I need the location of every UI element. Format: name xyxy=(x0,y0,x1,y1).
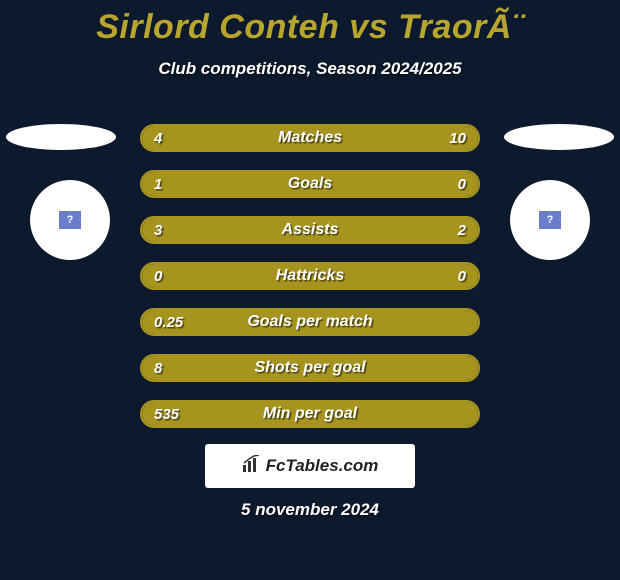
placeholder-icon xyxy=(59,211,81,229)
player-flag-left xyxy=(6,124,116,150)
date-label: 5 november 2024 xyxy=(0,500,620,520)
stat-value-left: 0.25 xyxy=(142,314,202,331)
brand-logo: FcTables.com xyxy=(205,444,415,488)
stat-value-left: 4 xyxy=(142,130,202,147)
stat-value-left: 3 xyxy=(142,222,202,239)
stat-value-left: 0 xyxy=(142,268,202,285)
chart-icon xyxy=(242,455,262,478)
stat-value-right: 0 xyxy=(418,268,478,285)
club-badge-right xyxy=(510,180,590,260)
placeholder-icon xyxy=(539,211,561,229)
stat-value-left: 1 xyxy=(142,176,202,193)
stat-label: Goals per match xyxy=(202,313,418,331)
stat-label: Shots per goal xyxy=(202,359,418,377)
stats-container: 4Matches101Goals03Assists20Hattricks00.2… xyxy=(140,124,480,446)
stat-label: Matches xyxy=(202,129,418,147)
stat-value-left: 535 xyxy=(142,406,202,423)
stat-row: 1Goals0 xyxy=(140,170,480,198)
stat-value-right: 2 xyxy=(418,222,478,239)
stat-label: Goals xyxy=(202,175,418,193)
player-flag-right xyxy=(504,124,614,150)
stat-row: 535Min per goal xyxy=(140,400,480,428)
stat-row: 0Hattricks0 xyxy=(140,262,480,290)
stat-row: 3Assists2 xyxy=(140,216,480,244)
stat-label: Assists xyxy=(202,221,418,239)
stat-label: Hattricks xyxy=(202,267,418,285)
stat-value-left: 8 xyxy=(142,360,202,377)
page-title: Sirlord Conteh vs TraorÃ¨ xyxy=(0,0,620,47)
stat-label: Min per goal xyxy=(202,405,418,423)
subtitle: Club competitions, Season 2024/2025 xyxy=(0,59,620,79)
brand-text: FcTables.com xyxy=(266,456,379,476)
stat-value-right: 10 xyxy=(418,130,478,147)
club-badge-left xyxy=(30,180,110,260)
stat-row: 4Matches10 xyxy=(140,124,480,152)
stat-row: 0.25Goals per match xyxy=(140,308,480,336)
stat-value-right: 0 xyxy=(418,176,478,193)
stat-row: 8Shots per goal xyxy=(140,354,480,382)
